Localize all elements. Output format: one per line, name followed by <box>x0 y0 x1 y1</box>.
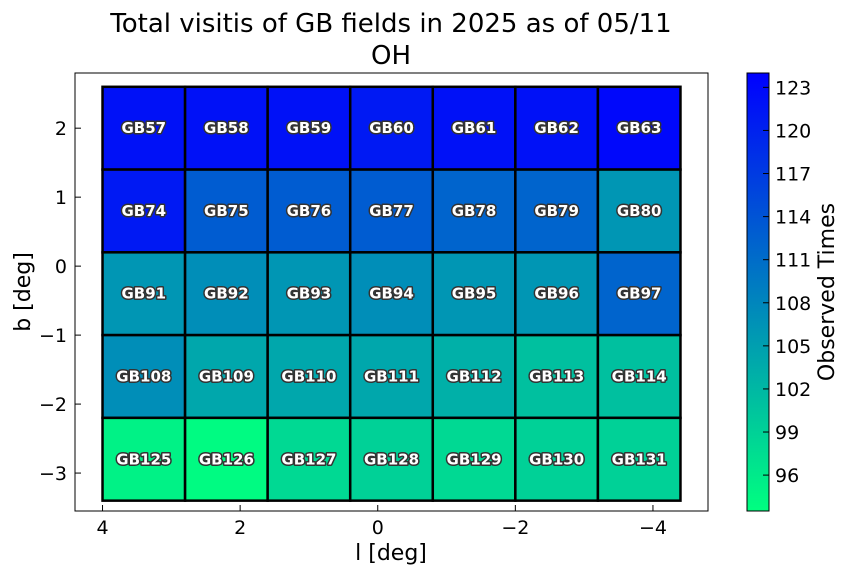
field-cell-gb76 <box>266 168 352 254</box>
y-tick-label: −3 <box>39 463 67 485</box>
x-axis-ticks: 4 2 0 −2 −4 <box>96 505 667 539</box>
field-label-gb63: GB63 <box>617 119 662 137</box>
x-tick-label: −2 <box>501 517 529 539</box>
x-axis-label: l [deg] <box>355 541 427 566</box>
chart-subtitle: OH <box>371 41 411 71</box>
field-cell-gb92 <box>183 251 269 337</box>
field-label-gb75: GB75 <box>204 202 249 220</box>
field-label-gb58: GB58 <box>204 119 249 137</box>
field-label-gb129: GB129 <box>447 450 502 468</box>
y-tick-label: −1 <box>39 325 67 347</box>
field-label-gb128: GB128 <box>364 450 419 468</box>
field-label-gb78: GB78 <box>452 202 497 220</box>
field-label-gb57: GB57 <box>121 119 166 137</box>
field-cell-gb108 <box>101 333 187 420</box>
field-cell-gb96 <box>514 251 600 337</box>
field-cell-gb97 <box>596 251 682 337</box>
x-tick-label: 0 <box>372 517 384 539</box>
field-label-gb79: GB79 <box>534 202 579 220</box>
field-label-gb96: GB96 <box>534 285 579 303</box>
y-axis-ticks: 2 1 0 −1 −2 −3 <box>39 118 81 485</box>
colorbar-tick-label: 99 <box>775 422 799 444</box>
field-cell-gb93 <box>266 251 352 337</box>
field-cell-gb58 <box>183 85 269 171</box>
field-label-gb127: GB127 <box>281 450 336 468</box>
field-cell-gb74 <box>101 168 187 254</box>
field-label-gb80: GB80 <box>617 202 662 220</box>
field-label-gb110: GB110 <box>281 367 336 385</box>
field-label-gb95: GB95 <box>452 285 497 303</box>
field-label-gb91: GB91 <box>121 285 166 303</box>
field-cell-gb95 <box>431 251 517 337</box>
colorbar-tick-label: 114 <box>775 207 811 229</box>
colorbar <box>746 72 770 512</box>
y-tick-label: 0 <box>55 256 67 278</box>
field-cell-gb80 <box>596 168 682 254</box>
colorbar-tick-label: 123 <box>775 77 811 99</box>
field-label-gb109: GB109 <box>199 367 254 385</box>
plot-frame <box>74 72 709 512</box>
chart-title: Total visitis of GB fields in 2025 as of… <box>109 9 671 39</box>
x-tick-label: −4 <box>639 517 667 539</box>
field-label-gb59: GB59 <box>287 119 332 137</box>
x-tick-label: 4 <box>96 517 108 539</box>
colorbar-tick-label: 96 <box>775 465 799 487</box>
field-label-gb74: GB74 <box>121 202 166 220</box>
field-cell-gb109 <box>183 333 269 420</box>
field-label-gb62: GB62 <box>534 119 579 137</box>
field-cell-gb57 <box>101 85 187 171</box>
field-cell-gb78 <box>431 168 517 254</box>
heatmap-cell-labels: GB57 GB58 GB59 GB60 GB61 GB62 GB63 GB74 GB75 GB76… <box>115 118 668 470</box>
field-cell-gb125 <box>101 416 187 502</box>
field-cell-gb131 <box>596 416 682 502</box>
colorbar-tick-label: 108 <box>775 293 811 315</box>
y-tick-label: −2 <box>39 394 67 416</box>
field-label-gb60: GB60 <box>369 119 414 137</box>
x-tick-label: 2 <box>234 517 246 539</box>
field-label-gb113: GB113 <box>529 367 584 385</box>
colorbar-ticks: 96 99 102 105 108 111 114 117 120 123 <box>763 77 811 487</box>
colorbar-tick-label: 117 <box>775 164 811 186</box>
field-label-gb97: GB97 <box>617 285 662 303</box>
field-label-gb111: GB111 <box>364 367 419 385</box>
field-label-gb76: GB76 <box>287 202 332 220</box>
field-label-gb131: GB131 <box>612 450 667 468</box>
colorbar-tick-label: 120 <box>775 120 811 142</box>
y-tick-label: 1 <box>55 187 67 209</box>
field-cell-gb130 <box>514 416 600 502</box>
field-cell-gb127 <box>266 416 352 502</box>
field-label-gb126: GB126 <box>199 450 254 468</box>
field-cell-gb113 <box>514 333 600 420</box>
field-label-gb94: GB94 <box>369 285 414 303</box>
field-label-gb93: GB93 <box>287 285 332 303</box>
field-label-gb108: GB108 <box>116 367 171 385</box>
colorbar-tick-label: 111 <box>775 250 811 272</box>
field-label-gb130: GB130 <box>529 450 584 468</box>
field-label-gb112: GB112 <box>447 367 502 385</box>
field-label-gb92: GB92 <box>204 285 249 303</box>
field-label-gb77: GB77 <box>369 202 414 220</box>
y-axis-label: b [deg] <box>11 252 36 332</box>
colorbar-tick-label: 102 <box>775 379 811 401</box>
y-tick-label: 2 <box>55 118 67 140</box>
field-label-gb125: GB125 <box>116 450 171 468</box>
colorbar-label: Observed Times <box>815 203 840 381</box>
colorbar-tick-label: 105 <box>775 336 811 358</box>
field-label-gb61: GB61 <box>452 119 497 137</box>
field-label-gb114: GB114 <box>612 367 667 385</box>
heatmap-cells <box>101 85 682 502</box>
field-cell-gb62 <box>514 85 600 171</box>
